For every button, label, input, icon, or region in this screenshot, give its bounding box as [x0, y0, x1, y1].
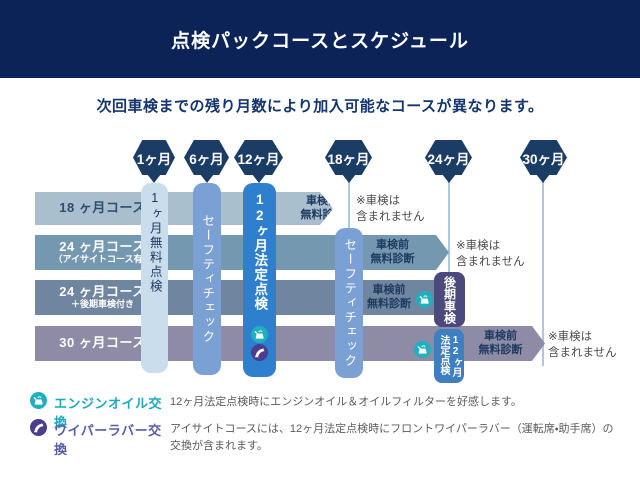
- column-1mo-free-inspection: 1ヶ月無料点検: [141, 183, 168, 373]
- course-sublabel: （アイサイトコース有）: [53, 254, 152, 265]
- badge-pointer: [536, 174, 550, 183]
- subtitle: 次回車検までの残り月数により加入可能なコースが異なります。: [96, 98, 544, 115]
- course-row-24mo-eyesight: 24 ヶ月コース （アイサイトコース有） 車検前 無料診断: [35, 235, 449, 270]
- badge-pointer: [147, 174, 161, 183]
- page-title: 点検パックコースとスケジュール: [171, 30, 469, 52]
- badge-pointer: [252, 174, 266, 183]
- oil-can-icon: [416, 291, 433, 308]
- column-late-inspection: 後期車検: [434, 272, 465, 327]
- pre-inspection-note: 車検前 無料診断: [367, 284, 411, 310]
- column-12mo-legal-inspection-row4: 12ヶ月 法定点検: [434, 329, 464, 383]
- timeline-line-30mo: [542, 181, 544, 366]
- course-label: 24 ヶ月コース ＋後期車検付き: [59, 283, 146, 310]
- exclusion-note: ※車検は 含まれません: [456, 240, 525, 268]
- badge-pointer: [200, 174, 214, 183]
- legend-item-wiper-rubber: ワイパーラバー交換 アイサイトコースには、12ヶ月法定点検時にフロントワイパーラ…: [30, 419, 622, 458]
- legend-description: アイサイトコースには、12ヶ月法定点検時にフロントワイパーラバー（運転席・助手席…: [170, 423, 614, 452]
- timeline-badge-12mo: 12ヶ月: [234, 140, 283, 175]
- oil-can-icon: [251, 326, 268, 343]
- badge-pointer: [342, 174, 356, 183]
- timeline-badge-24mo: 24ヶ月: [425, 140, 472, 175]
- wiper-icon: [251, 344, 268, 361]
- course-sublabel: ＋後期車検付き: [70, 299, 134, 310]
- oil-can-icon: [30, 392, 47, 409]
- pre-inspection-note: 車検前 無料診断: [478, 330, 523, 356]
- timeline-badge-18mo: 18ヶ月: [325, 140, 372, 175]
- timeline-badge-6mo: 6ヶ月: [184, 140, 229, 175]
- header-bar: 点検パックコースとスケジュール: [0, 0, 640, 78]
- legend-description: 12ヶ月法定点検時にエンジンオイル＆オイルフィルターを好感します。: [170, 396, 522, 408]
- oil-can-icon: [414, 341, 431, 358]
- timeline-badge-1mo: 1ヶ月: [133, 140, 175, 175]
- exclusion-note: ※車検は 含まれません: [548, 331, 617, 359]
- course-row-18mo: 18 ヶ月コース 車検前 無料診断: [35, 192, 333, 225]
- course-label: 18 ヶ月コース: [59, 200, 146, 216]
- exclusion-note: ※車検は 含まれません: [356, 195, 425, 223]
- course-row-30mo: 30 ヶ月コース 車検前 無料診断: [35, 326, 545, 361]
- timeline-badge-30mo: 30ヶ月: [520, 140, 567, 175]
- legend-item-engine-oil: エンジンオイル交換 12ヶ月法定点検時にエンジンオイル＆オイルフィルターを好感し…: [30, 392, 622, 431]
- wiper-icon: [30, 419, 47, 436]
- pre-inspection-note: 車検前 無料診断: [370, 239, 415, 265]
- column-safety-check-1: セーフティチェック: [193, 183, 221, 375]
- course-label: 24 ヶ月コース （アイサイトコース有）: [53, 238, 152, 265]
- legend-label: エンジンオイル交換: [54, 396, 163, 430]
- course-label: 30 ヶ月コース: [59, 335, 146, 351]
- badge-pointer: [442, 174, 456, 183]
- legend-label: ワイパーラバー交換: [54, 423, 162, 457]
- column-safety-check-2: セーフティチェック: [335, 228, 363, 378]
